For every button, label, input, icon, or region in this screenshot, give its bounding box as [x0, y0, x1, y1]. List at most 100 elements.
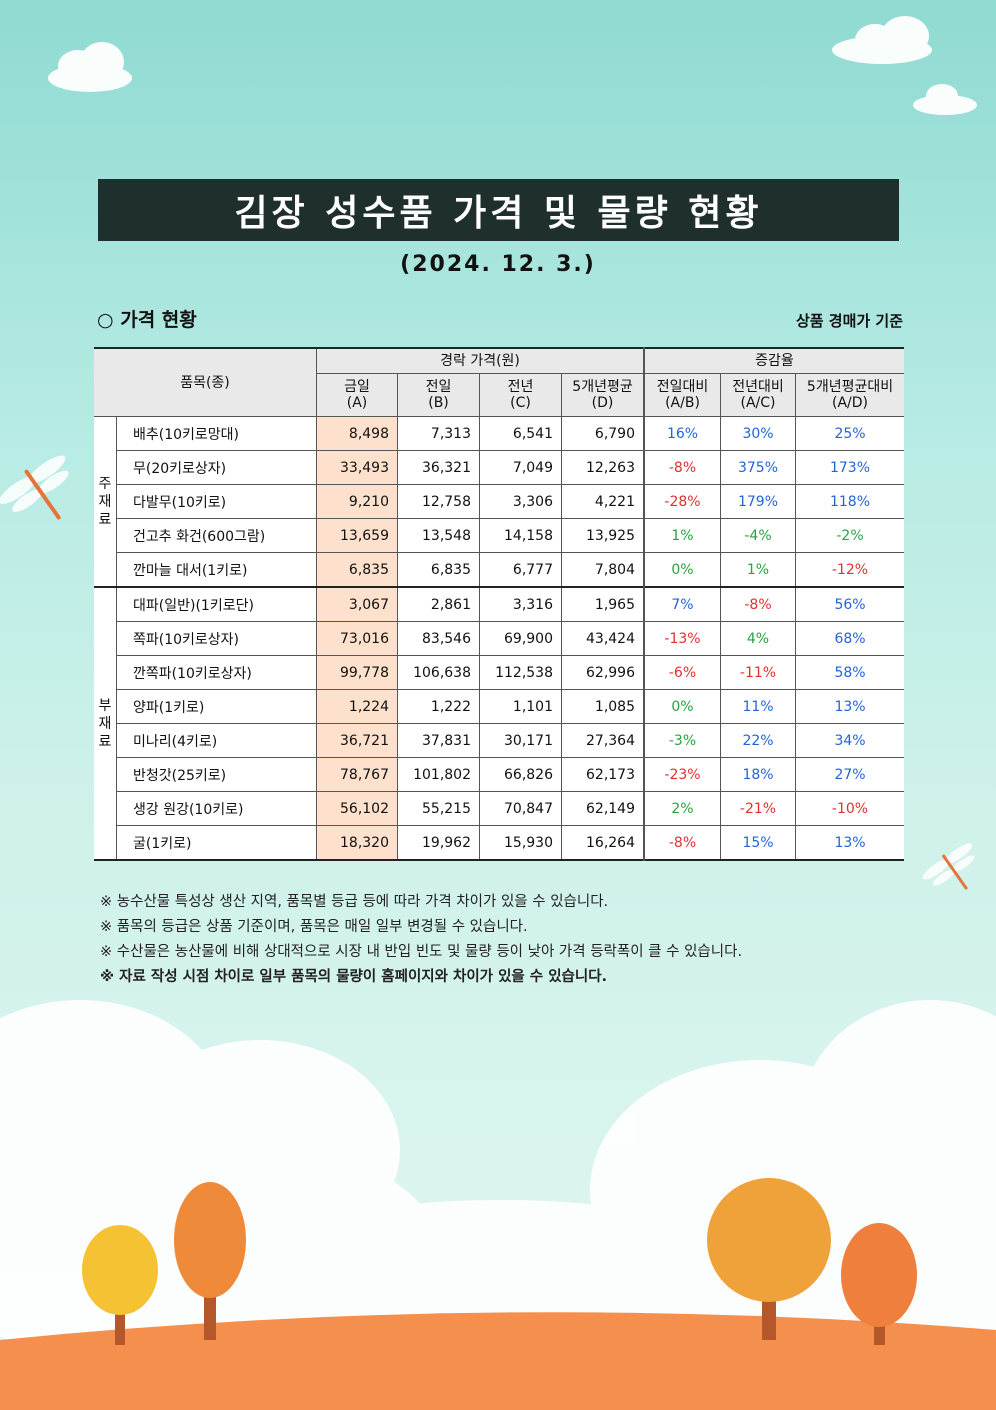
item-name: 미나리(4키로): [116, 723, 317, 758]
price-table: 품목(종) 경락 가격(원) 증감율 금일 (A) 전일 (B) 전년 (C) 5개년평균(…: [94, 347, 904, 861]
rate-cell: 0%: [643, 689, 721, 724]
rate-cell: 7%: [643, 586, 721, 622]
item-name: 굴(1키로): [116, 825, 317, 861]
dragonfly-icon: [922, 843, 975, 890]
price-cell-avg5: 62,149: [561, 791, 645, 826]
table-row: 무(20키로상자) 33,493 36,321 7,049 12,263 -8% 375% 1…: [94, 450, 904, 485]
rate-cell: 13%: [795, 825, 904, 861]
table-row: 다발무(10키로) 9,210 12,758 3,306 4,221 -28% 179% 11…: [94, 484, 904, 519]
column-header-sub: (A/C): [740, 395, 776, 411]
category-char: 재: [98, 493, 112, 510]
rate-cell: -6%: [643, 655, 721, 690]
price-cell-avg5: 1,085: [561, 689, 645, 724]
column-header: 5개년평균대비 (A/D): [795, 373, 904, 417]
rate-cell: -8%: [720, 586, 796, 622]
rate-cell: 0%: [643, 552, 721, 588]
report-date: (2024. 12. 3.): [400, 252, 596, 277]
column-header-label: 전년대비: [732, 379, 784, 395]
price-group-header: 경락 가격(원): [316, 347, 645, 374]
rate-cell: 68%: [795, 621, 904, 656]
price-cell-today: 3,067: [316, 586, 398, 622]
rate-cell: -8%: [643, 825, 721, 861]
rate-cell: 2%: [643, 791, 721, 826]
price-cell-prev-year: 15,930: [479, 825, 562, 861]
column-header-label: 전일대비: [656, 379, 709, 395]
item-name: 건고추 화건(600그람): [116, 518, 317, 553]
rate-cell: 25%: [795, 416, 904, 451]
price-cell-today: 13,659: [316, 518, 398, 553]
price-cell-prev-day: 101,802: [397, 757, 480, 792]
footnote: ※ 수산물은 농산물에 비해 상대적으로 시장 내 반입 빈도 및 물량 등이 …: [100, 944, 743, 960]
category-char: 부: [98, 697, 112, 714]
column-header-sub: (A/D): [832, 395, 868, 411]
rate-cell: 22%: [720, 723, 796, 758]
rate-cell: 375%: [720, 450, 796, 485]
rate-cell: -10%: [795, 791, 904, 826]
rate-cell: -3%: [643, 723, 721, 758]
rate-cell: 11%: [720, 689, 796, 724]
price-cell-today: 56,102: [316, 791, 398, 826]
rate-cell: -21%: [720, 791, 796, 826]
column-header-sub: (A): [346, 395, 368, 411]
footnote: ※ 농수산물 특성상 생산 지역, 품목별 등급 등에 따라 가격 차이가 있을…: [100, 894, 609, 910]
price-cell-today: 1,224: [316, 689, 398, 724]
rate-cell: 16%: [643, 416, 721, 451]
price-cell-prev-year: 6,541: [479, 416, 562, 451]
column-header-label: 전일: [425, 379, 452, 395]
price-cell-avg5: 7,804: [561, 552, 645, 588]
rate-cell: 118%: [795, 484, 904, 519]
table-row: 깐쪽파(10키로상자) 99,778 106,638 112,538 62,996 -6%…: [94, 655, 904, 690]
price-cell-prev-day: 7,313: [397, 416, 480, 451]
rate-cell: 30%: [720, 416, 796, 451]
table-row: 건고추 화건(600그람) 13,659 13,548 14,158 13,925 1% -…: [94, 518, 904, 553]
column-header: 금일 (A): [316, 373, 398, 417]
column-header: 5개년평균 (D): [561, 373, 645, 417]
item-header: 품목(종): [94, 347, 317, 417]
price-cell-today: 78,767: [316, 757, 398, 792]
rate-cell: 15%: [720, 825, 796, 861]
table-row: 양파(1키로) 1,224 1,222 1,101 1,085 0% 11% 13%: [94, 689, 904, 724]
footnotes: ※ 농수산물 특성상 생산 지역, 품목별 등급 등에 따라 가격 차이가 있을…: [100, 890, 742, 990]
tree-icon: [707, 1178, 831, 1340]
price-cell-prev-day: 55,215: [397, 791, 480, 826]
item-name: 반청갓(25키로): [116, 757, 317, 792]
footnote: ※ 자료 작성 시점 차이로 일부 품목의 물량이 홈페이지와 차이가 있을 수…: [100, 969, 608, 985]
price-cell-prev-year: 14,158: [479, 518, 562, 553]
rate-group-header: 증감율: [643, 347, 904, 374]
column-header-label: 5개년평균대비: [806, 379, 894, 395]
table-row: 미나리(4키로) 36,721 37,831 30,171 27,364 -3% 22% 34…: [94, 723, 904, 758]
price-cell-avg5: 12,263: [561, 450, 645, 485]
category-char: 주: [98, 475, 112, 492]
price-cell-prev-day: 6,835: [397, 552, 480, 588]
price-cell-prev-year: 3,316: [479, 586, 562, 622]
rate-cell: -11%: [720, 655, 796, 690]
price-cell-prev-day: 1,222: [397, 689, 480, 724]
table-row: 쪽파(10키로상자) 73,016 83,546 69,900 43,424 -13% 4%…: [94, 621, 904, 656]
rate-cell: 1%: [643, 518, 721, 553]
item-name: 무(20키로상자): [116, 450, 317, 485]
price-cell-prev-year: 1,101: [479, 689, 562, 724]
tree-icon: [82, 1225, 158, 1345]
price-cell-avg5: 16,264: [561, 825, 645, 861]
price-cell-avg5: 4,221: [561, 484, 645, 519]
price-cell-today: 18,320: [316, 825, 398, 861]
price-cell-prev-year: 3,306: [479, 484, 562, 519]
rate-cell: 27%: [795, 757, 904, 792]
price-cell-prev-year: 70,847: [479, 791, 562, 826]
column-header-label: 5개년평균: [572, 379, 633, 395]
item-name: 생강 원강(10키로): [116, 791, 317, 826]
price-cell-today: 9,210: [316, 484, 398, 519]
price-cell-avg5: 43,424: [561, 621, 645, 656]
price-cell-prev-year: 66,826: [479, 757, 562, 792]
category-char: 재: [98, 715, 112, 732]
rate-cell: 58%: [795, 655, 904, 690]
dragonfly-icon: [0, 455, 69, 520]
rate-cell: 56%: [795, 586, 904, 622]
price-cell-today: 6,835: [316, 552, 398, 588]
rate-cell: 34%: [795, 723, 904, 758]
price-cell-prev-day: 13,548: [397, 518, 480, 553]
price-cell-prev-year: 7,049: [479, 450, 562, 485]
price-cell-prev-year: 6,777: [479, 552, 562, 588]
